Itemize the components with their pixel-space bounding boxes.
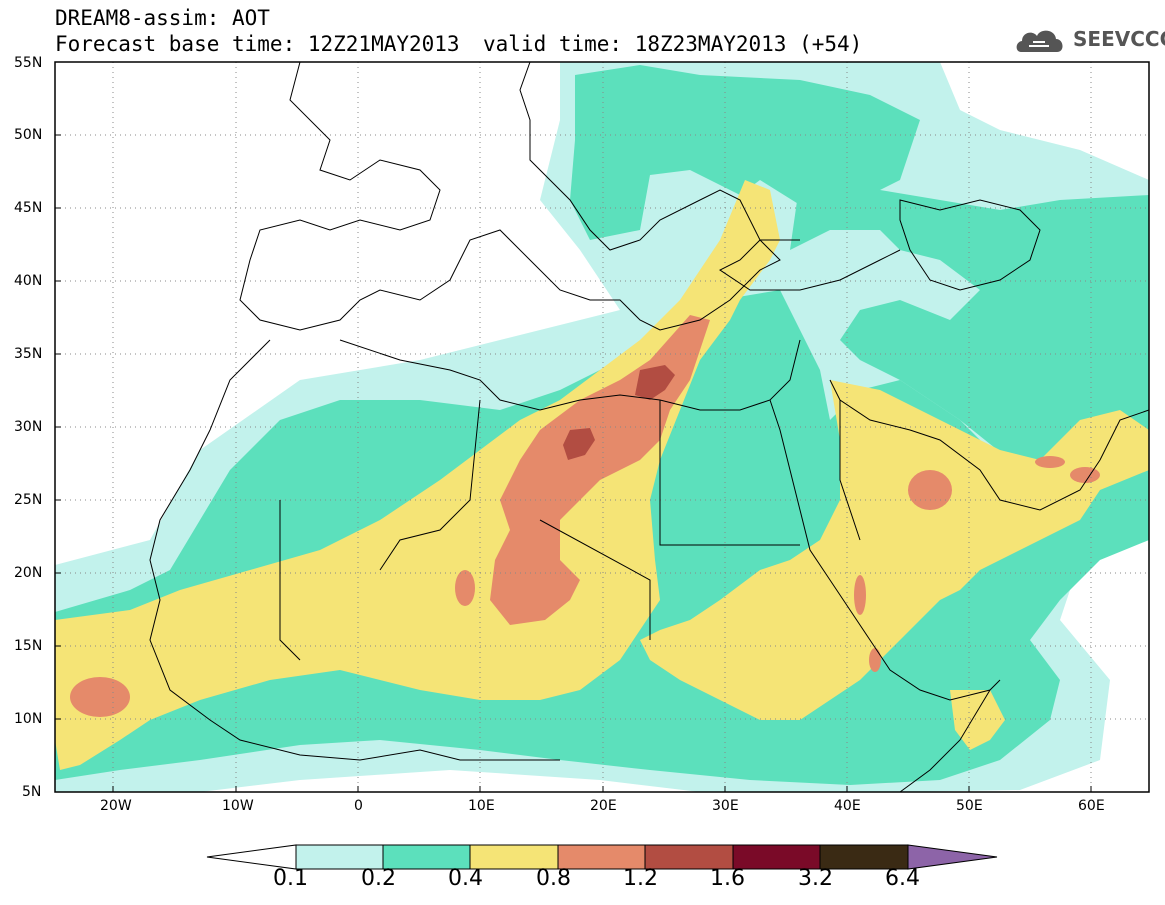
title-line-2: Forecast base time: 12Z21MAY2013	[55, 32, 460, 56]
colorbar-label-1.6: 1.6	[710, 866, 745, 891]
colorbar-label-0.4: 0.4	[448, 866, 483, 891]
lat-label-35n: 35N	[14, 346, 43, 362]
lon-label-50e: 50E	[956, 798, 983, 814]
colorbar-label-0.1: 0.1	[273, 866, 308, 891]
colorbar-swatch-0.1	[295, 844, 384, 870]
colorbar-label-3.2: 3.2	[798, 866, 833, 891]
lat-label-10n: 10N	[14, 711, 43, 727]
lon-label-40e: 40E	[834, 798, 861, 814]
colorbar-swatch-1.2	[644, 844, 734, 870]
colorbar-swatch-0.4	[469, 844, 559, 870]
lat-label-30n: 30N	[14, 419, 43, 435]
colorbar-right-triangle	[907, 844, 998, 870]
lat-label-40n: 40N	[14, 273, 43, 289]
lat-label-20n: 20N	[14, 565, 43, 581]
logo-text: SEEVCCC	[1073, 27, 1165, 51]
lat-label-50n: 50N	[14, 127, 43, 143]
lat-label-5n: 5N	[22, 784, 42, 800]
lat-label-15n: 15N	[14, 638, 43, 654]
lon-label-30e: 30E	[712, 798, 739, 814]
valid-time: valid time: 18Z23MAY2013 (+54)	[483, 32, 863, 56]
colorbar-swatch-3.2	[819, 844, 909, 870]
lon-label-0: 0	[354, 798, 363, 814]
axis-ticks	[55, 134, 1092, 792]
lat-label-25n: 25N	[14, 492, 43, 508]
cloud-logo-icon	[1016, 30, 1063, 52]
coastlines	[149, 62, 1149, 792]
lat-label-55n: 55N	[14, 55, 43, 71]
colorbar-label-6.4: 6.4	[885, 866, 920, 891]
lon-label-20e: 20E	[590, 798, 617, 814]
graticule	[55, 62, 1149, 792]
aot-band-1.2	[563, 365, 675, 460]
colorbar-swatch-0.2	[382, 844, 471, 870]
colorbar-label-1.2: 1.2	[623, 866, 658, 891]
lon-label-20w: 20W	[100, 798, 132, 814]
lon-label-10e: 10E	[468, 798, 495, 814]
lat-label-45n: 45N	[14, 200, 43, 216]
lon-label-60e: 60E	[1078, 798, 1105, 814]
colorbar-label-0.8: 0.8	[536, 866, 571, 891]
lon-label-10w: 10W	[222, 798, 254, 814]
colorbar-label-0.2: 0.2	[361, 866, 396, 891]
title-line-1: DREAM8-assim: AOT	[55, 6, 270, 30]
